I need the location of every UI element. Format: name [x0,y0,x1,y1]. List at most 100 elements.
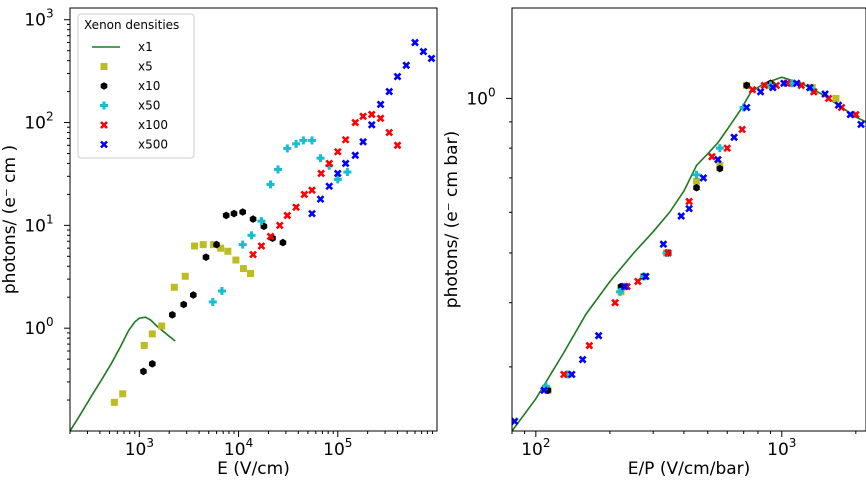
plus-marker [266,180,275,189]
legend-label: x10 [138,79,160,93]
x-marker [567,370,576,379]
x-marker [730,133,739,142]
hexagon-marker [279,238,287,247]
plus-marker [208,297,217,306]
x-marker [659,240,668,249]
square-marker [170,283,178,291]
series-line [70,316,176,431]
x-marker [402,61,411,70]
hexagon-marker [222,211,230,220]
square-marker [158,322,166,330]
series-line [512,76,866,431]
x-marker [685,204,694,213]
legend-label: x5 [138,60,153,74]
plus-marker [247,231,256,240]
x-marker [779,79,788,88]
x-marker [283,211,292,220]
square-marker [181,272,189,280]
plus-marker [274,165,283,174]
legend-item-x5: x5 [100,60,153,74]
hexagon-marker [149,360,156,368]
y-tick-label: 100 [24,315,53,339]
square-marker [224,247,232,255]
x-marker [100,140,108,149]
x-marker [427,54,436,63]
square-marker [110,398,118,406]
x-tick-label: 102 [521,436,550,460]
square-marker [100,63,108,70]
hexagon-marker [249,215,257,223]
plus-marker [299,136,308,145]
plus-marker [715,144,724,153]
series-x10 [140,208,287,376]
x-marker [376,114,385,123]
series-x50 [208,136,352,306]
x-marker [341,135,350,144]
x-marker [664,249,673,257]
x-axis-label: E/P (V/cm/bar) [628,459,751,479]
x-marker [275,221,284,230]
square-marker [148,330,156,338]
legend: Xenon densities x1 x5 x10 x50 x100 x500 [77,13,195,159]
plot-area [70,38,436,431]
square-marker [217,244,225,252]
y-axis-label: photons/ (e⁻ cm ) [0,145,20,294]
series-x50 [542,79,817,391]
hexagon-marker [180,300,187,309]
x-marker [385,87,394,96]
x-marker [100,121,108,129]
minor-ticks [509,121,857,434]
legend-item-x50: x50 [100,99,160,113]
plus-marker [542,382,551,391]
series-x5 [110,241,255,406]
x-marker [359,112,368,121]
x-tick-label: 103 [125,436,154,460]
series-x100 [559,79,860,379]
legend-item-x1: x1 [92,40,153,54]
x-marker [742,103,751,112]
hexagon-marker [716,164,724,173]
y-tick-label: 102 [24,110,53,134]
x-marker [578,355,587,364]
legend-label: x50 [138,99,160,113]
x-marker [333,147,342,156]
y-tick-label: 100 [466,85,495,109]
x-marker [325,159,334,168]
x-marker [292,203,301,212]
x-marker [677,212,686,220]
series-x1 [512,76,866,431]
left-panel: 103 104 105 100 101 102 103 E (V/cm) photons/ (e… [0,7,438,479]
x-marker [620,282,629,291]
square-marker [140,341,148,349]
x-marker [792,79,801,88]
legend-box [77,13,195,159]
x-tick-label: 104 [224,436,253,460]
legend-title: Xenon densities [84,18,179,32]
series-x500 [308,38,436,218]
x-marker [748,85,757,94]
x-marker [351,151,360,160]
legend-label: x500 [138,138,168,152]
square-marker [832,94,840,102]
hexagon-marker [100,82,108,90]
series-x500 [512,79,865,426]
x-marker [308,186,316,195]
x-marker [376,100,385,109]
x-marker [723,144,732,153]
right-panel: 102 103 100 E/P (V/cm/bar) photons/ (e⁻ cm b… [442,7,866,479]
legend-item-x100: x100 [100,118,168,132]
hexagon-marker [239,208,246,216]
hexagon-marker [743,81,750,90]
x-marker [359,137,368,146]
x-marker [308,209,316,218]
x-marker [685,197,694,206]
hexagon-marker [230,209,238,218]
x-marker [393,141,402,150]
x-marker [846,110,855,119]
x-marker [257,242,266,250]
square-marker [232,256,240,264]
x-marker [699,174,708,182]
series-x10 [544,79,796,395]
x-marker [805,83,814,92]
axes-frame [69,7,438,432]
